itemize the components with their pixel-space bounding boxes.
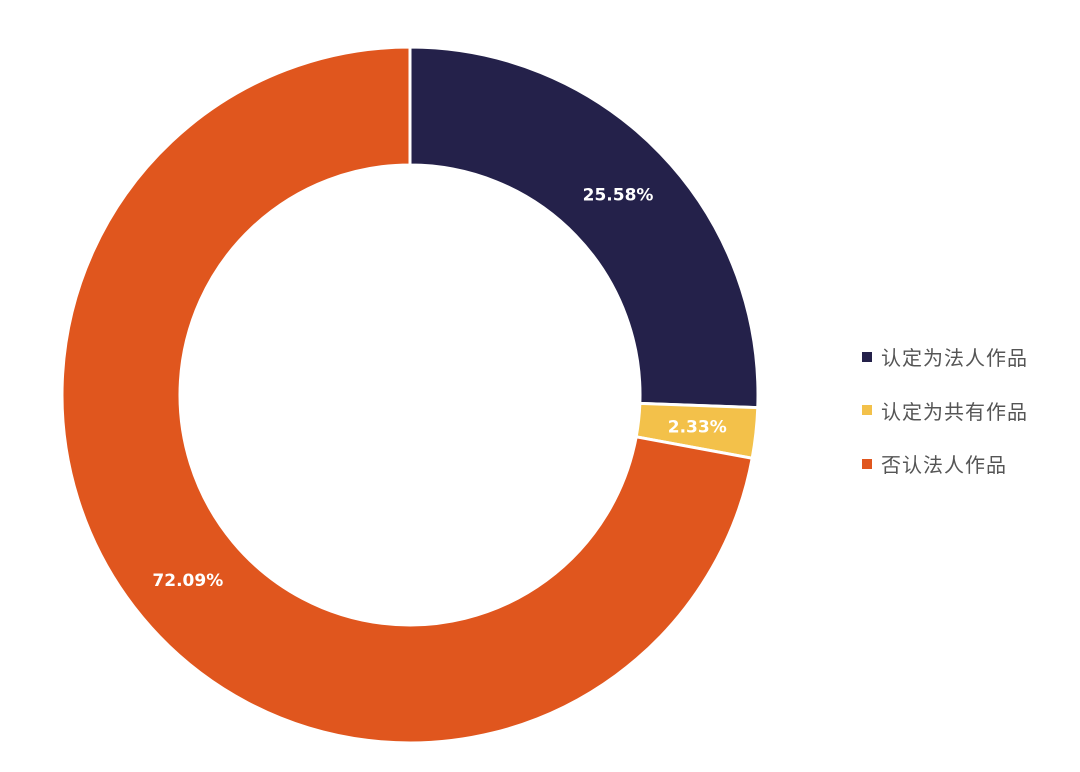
legend-swatch [862, 405, 872, 416]
data-label: 25.58% [583, 185, 654, 205]
legend-item: 否认法人作品 [862, 437, 1028, 491]
legend-label: 否认法人作品 [881, 453, 1007, 478]
legend-swatch [862, 458, 872, 469]
donut-slice [408, 45, 760, 410]
legend-item: 认定为法人作品 [862, 330, 1028, 384]
legend-item: 认定为共有作品 [862, 384, 1028, 438]
legend-label: 认定为共有作品 [881, 399, 1028, 424]
data-label: 72.09% [152, 571, 223, 591]
legend-swatch [862, 351, 872, 362]
donut-slice [60, 45, 754, 745]
legend: 认定为法人作品 认定为共有作品 否认法人作品 [862, 330, 1028, 491]
data-label: 2.33% [668, 418, 727, 438]
legend-label: 认定为法人作品 [881, 346, 1028, 371]
